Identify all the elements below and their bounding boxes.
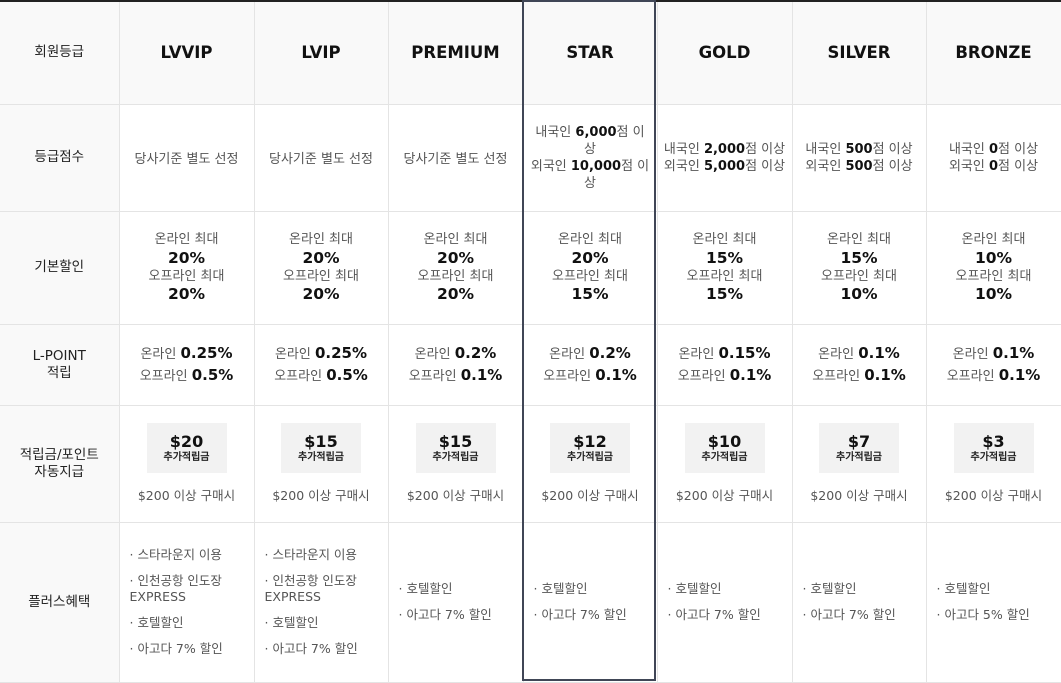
benefit-item: · 아고다 7% 할인 [264, 641, 358, 656]
reward-silver: $7 추가적립금 $200 이상 구매시 [792, 405, 927, 523]
discount-bronze: 온라인 최대 10% 오프라인 최대 10% [926, 211, 1061, 325]
benefit-item: · 인천공항 인도장 EXPRESS [129, 573, 222, 604]
score-lvip: 당사기준 별도 선정 [254, 104, 389, 212]
benefit-lvvip: · 스타라운지 이용 · 인천공항 인도장 EXPRESS · 호텔할인 · 아… [119, 522, 255, 683]
lpoint-premium: 온라인 0.2% 오프라인 0.1% [388, 324, 524, 406]
reward-lvvip: $20 추가적립금 $200 이상 구매시 [119, 405, 255, 523]
discount-silver: 온라인 최대 15% 오프라인 최대 10% [792, 211, 927, 325]
grade-name-gold: GOLD [657, 0, 793, 105]
benefit-item: · 호텔할인 [533, 581, 588, 596]
benefit-item: · 호텔할인 [264, 615, 319, 630]
reward-row: 적립금/포인트 자동지급 $20 추가적립금 $200 이상 구매시 $15 추가적립… [0, 405, 1061, 523]
discount-lvip: 온라인 최대 20% 오프라인 최대 20% [254, 211, 389, 325]
lpoint-gold: 온라인 0.15% 오프라인 0.1% [657, 324, 793, 406]
discount-lvvip: 온라인 최대 20% 오프라인 최대 20% [119, 211, 255, 325]
reward-badge: $20 추가적립금 [146, 423, 227, 473]
score-lvvip: 당사기준 별도 선정 [119, 104, 255, 212]
grade-name-bronze: BRONZE [926, 0, 1061, 105]
discount-star: 온라인 최대 20% 오프라인 최대 15% [523, 211, 658, 325]
discount-row: 기본할인 온라인 최대 20% 오프라인 최대 20% 온라인 최대 20% 오프라인 최… [0, 211, 1061, 325]
score-star: 내국인 6,000점 이상 외국인 10,000점 이상 [523, 104, 658, 212]
reward-badge: $15 추가적립금 [281, 423, 361, 473]
row-label-lpoint: L-POINT 적립 [0, 324, 120, 406]
reward-gold: $10 추가적립금 $200 이상 구매시 [657, 405, 793, 523]
benefit-row: 플러스혜택 · 스타라운지 이용 · 인천공항 인도장 EXPRESS · 호텔… [0, 522, 1061, 683]
reward-badge: $7 추가적립금 [819, 423, 899, 473]
benefit-silver: · 호텔할인 · 아고다 7% 할인 [792, 522, 927, 683]
benefit-item: · 호텔할인 [667, 581, 722, 596]
lpoint-row: L-POINT 적립 온라인 0.25% 오프라인 0.5% 온라인 0.25% 오… [0, 324, 1061, 406]
discount-premium: 온라인 최대 20% 오프라인 최대 20% [388, 211, 524, 325]
benefit-item: · 호텔할인 [129, 615, 184, 630]
benefit-item: · 아고다 7% 할인 [129, 641, 223, 656]
benefit-item: · 아고다 7% 할인 [802, 607, 896, 622]
grade-name-star: STAR [523, 0, 658, 105]
lpoint-lvip: 온라인 0.25% 오프라인 0.5% [254, 324, 389, 406]
score-silver: 내국인 500점 이상 외국인 500점 이상 [792, 104, 927, 212]
grade-name-lvvip: LVVIP [119, 0, 255, 105]
reward-badge: $15 추가적립금 [415, 423, 496, 473]
grade-row: 회원등급 LVVIP LVIP PREMIUM STAR GOLD SILVER… [0, 0, 1061, 105]
grade-name-premium: PREMIUM [388, 0, 524, 105]
reward-badge: $10 추가적립금 [684, 423, 765, 473]
row-label-benefit: 플러스혜택 [0, 522, 120, 683]
benefit-item: · 스타라운지 이용 [264, 547, 357, 562]
benefit-bronze: · 호텔할인 · 아고다 5% 할인 [926, 522, 1061, 683]
benefit-item: · 호텔할인 [802, 581, 857, 596]
lpoint-star: 온라인 0.2% 오프라인 0.1% [523, 324, 658, 406]
benefit-item: · 호텔할인 [398, 581, 453, 596]
benefit-item: · 호텔할인 [936, 581, 991, 596]
row-label-grade: 회원등급 [0, 0, 120, 105]
benefit-item: · 인천공항 인도장 EXPRESS [264, 573, 357, 604]
lpoint-bronze: 온라인 0.1% 오프라인 0.1% [926, 324, 1061, 406]
row-label-score: 등급점수 [0, 104, 120, 212]
reward-badge: $3 추가적립금 [953, 423, 1034, 473]
benefit-item: · 아고다 7% 할인 [667, 607, 761, 622]
benefit-star: · 호텔할인 · 아고다 7% 할인 [523, 522, 658, 683]
benefit-item: · 스타라운지 이용 [129, 547, 222, 562]
reward-star: $12 추가적립금 $200 이상 구매시 [523, 405, 658, 523]
reward-lvip: $15 추가적립금 $200 이상 구매시 [254, 405, 389, 523]
benefit-item: · 아고다 7% 할인 [533, 607, 627, 622]
reward-bronze: $3 추가적립금 $200 이상 구매시 [926, 405, 1061, 523]
lpoint-silver: 온라인 0.1% 오프라인 0.1% [792, 324, 927, 406]
reward-premium: $15 추가적립금 $200 이상 구매시 [388, 405, 524, 523]
lpoint-lvvip: 온라인 0.25% 오프라인 0.5% [119, 324, 255, 406]
row-label-reward: 적립금/포인트 자동지급 [0, 405, 120, 523]
score-premium: 당사기준 별도 선정 [388, 104, 524, 212]
score-bronze: 내국인 0점 이상 외국인 0점 이상 [926, 104, 1061, 212]
benefit-item: · 아고다 7% 할인 [398, 607, 492, 622]
score-gold: 내국인 2,000점 이상 외국인 5,000점 이상 [657, 104, 793, 212]
grade-name-lvip: LVIP [254, 0, 389, 105]
benefit-lvip: · 스타라운지 이용 · 인천공항 인도장 EXPRESS · 호텔할인 · 아… [254, 522, 389, 683]
reward-badge: $12 추가적립금 [550, 423, 630, 473]
benefit-premium: · 호텔할인 · 아고다 7% 할인 [388, 522, 524, 683]
row-label-discount: 기본할인 [0, 211, 120, 325]
discount-gold: 온라인 최대 15% 오프라인 최대 15% [657, 211, 793, 325]
grade-name-silver: SILVER [792, 0, 927, 105]
benefit-item: · 아고다 5% 할인 [936, 607, 1030, 622]
benefit-gold: · 호텔할인 · 아고다 7% 할인 [657, 522, 793, 683]
score-row: 등급점수 당사기준 별도 선정 당사기준 별도 선정 당사기준 별도 선정 내국… [0, 104, 1061, 212]
